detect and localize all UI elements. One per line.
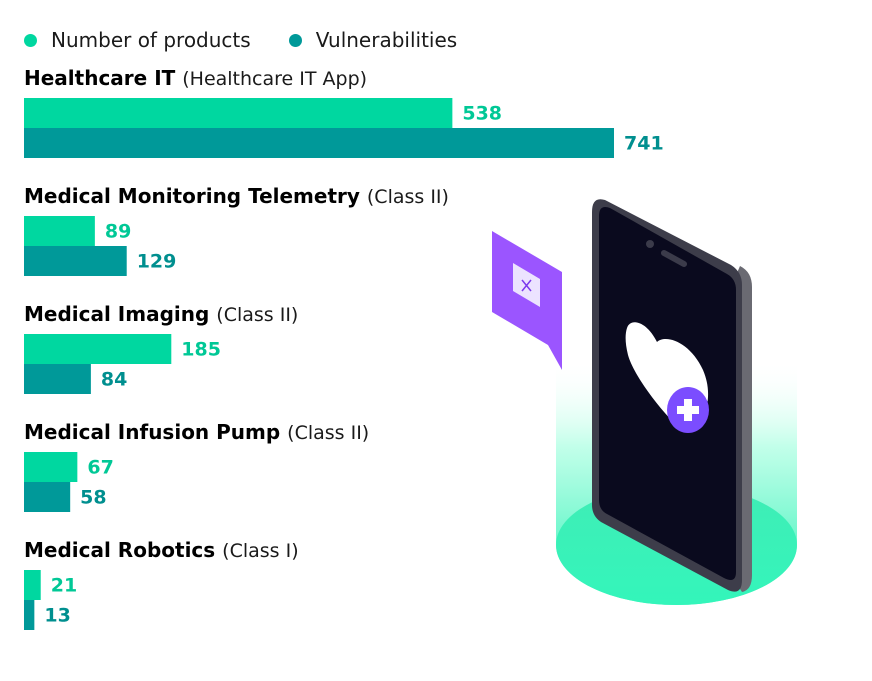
bar-products [24,452,78,482]
bar-products [24,334,172,364]
category-subtitle: (Class II) [287,422,369,444]
bars-layer: Healthcare IT (Healthcare IT App) 538 741 M… [24,66,664,630]
legend-item-products: Number of products [24,28,251,52]
category-subtitle: (Class I) [222,540,298,562]
category-group-5: Medical Robotics (Class I) 21 13 [24,538,299,630]
category-group-1: Healthcare IT (Healthcare IT App) 538 741 [24,66,664,158]
bar-products [24,216,95,246]
phone-camera [646,240,654,248]
speech-bubble [492,231,562,370]
legend-label-vulnerabilities: Vulnerabilities [315,28,458,52]
value-label-vulnerabilities: 58 [80,487,106,509]
value-label-vulnerabilities: 129 [137,251,177,273]
value-label-vulnerabilities: 84 [101,369,127,391]
value-label-vulnerabilities: 13 [44,605,70,627]
phone-speaker [661,250,687,267]
category-title: Medical Infusion Pump [24,420,287,444]
bar-products [24,570,41,600]
plus-icon [667,387,709,433]
value-label-products: 67 [87,457,113,479]
legend-dot-vulnerabilities [288,33,302,47]
value-label-products: 185 [181,339,221,361]
phone-health-app-illustration [492,199,797,606]
category-title: Healthcare IT [24,66,182,90]
category-group-3: Medical Imaging (Class II) 185 84 [24,302,298,394]
bar-vulnerabilities [24,482,71,512]
category-label: Healthcare IT (Healthcare IT App) [24,66,367,90]
category-title: Medical Monitoring Telemetry [24,184,367,208]
category-subtitle: (Healthcare IT App) [182,68,367,90]
category-subtitle: (Class II) [216,304,298,326]
bar-vulnerabilities [24,600,35,630]
legend-label-products: Number of products [51,28,251,52]
category-group-2: Medical Monitoring Telemetry (Class II) 8… [24,184,449,276]
legend-item-vulnerabilities: Vulnerabilities [288,28,458,52]
value-label-products: 538 [462,103,502,125]
category-label: Medical Monitoring Telemetry (Class II) [24,184,449,208]
bar-vulnerabilities [24,364,91,394]
close-icon [521,279,532,292]
bar-vulnerabilities [24,128,614,158]
legend-dot-products [24,33,37,47]
bar-vulnerabilities [24,246,127,276]
value-label-products: 89 [105,221,131,243]
chart-legend: Number of products Vulnerabilities [24,27,495,53]
category-label: Medical Imaging (Class II) [24,302,298,326]
category-label: Medical Robotics (Class I) [24,538,299,562]
category-title: Medical Imaging [24,302,216,326]
category-group-4: Medical Infusion Pump (Class II) 67 58 [24,420,369,512]
value-label-products: 21 [51,575,77,597]
category-subtitle: (Class II) [367,186,449,208]
bar-products [24,98,453,128]
value-label-vulnerabilities: 741 [624,133,664,155]
category-label: Medical Infusion Pump (Class II) [24,420,369,444]
category-title: Medical Robotics [24,538,222,562]
